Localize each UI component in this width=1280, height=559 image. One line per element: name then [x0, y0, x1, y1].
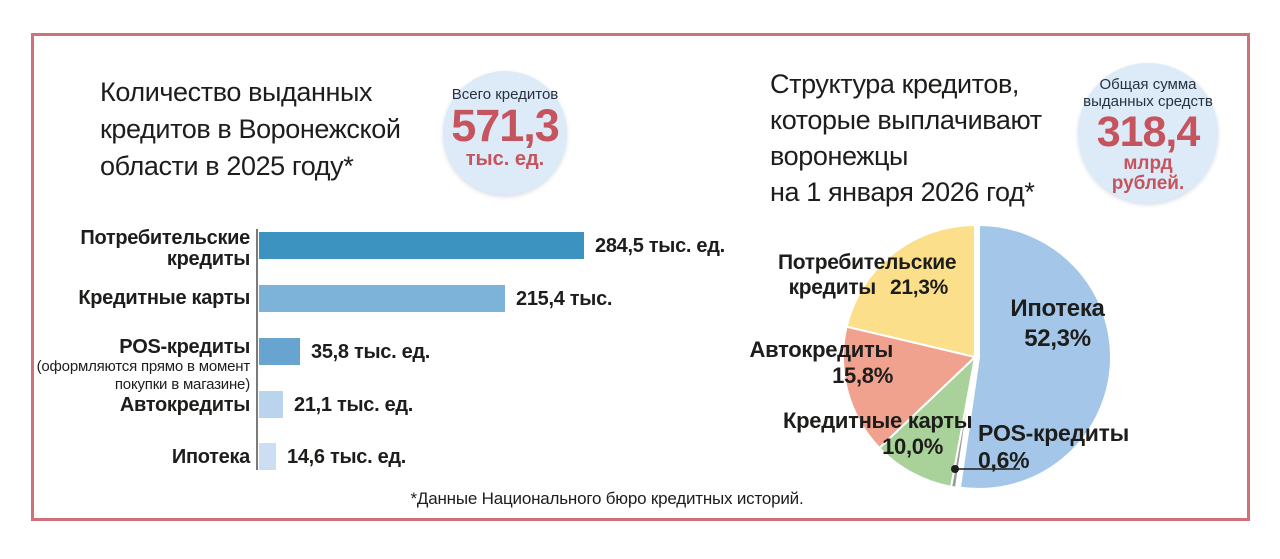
right-title-line: воронежцы [770, 141, 909, 171]
left-chart-title: Количество выданных кредитов в Воронежск… [100, 74, 401, 185]
bar-category-pos-loans: POS-кредиты (оформляются прямо в момент … [0, 336, 251, 394]
bar-value-auto-loans: 21,1 тыс. ед. [294, 394, 414, 416]
bar-value-consumer-loans: 284,5 тыс. ед. [595, 235, 725, 257]
bar-category-credit-cards: Кредитные карты [0, 288, 250, 309]
pie-label-pct: 52,3% [1024, 325, 1091, 352]
pie-label-pct: 10,0% [882, 434, 943, 459]
pie-label-name: POS-кредиты [978, 420, 1129, 446]
pie-label-name: Ипотека [1010, 295, 1105, 322]
pie-label-consumer-loans: Потребительские кредиты 21,3% [778, 250, 957, 300]
bar-category-line: Автокредиты [119, 394, 250, 416]
bar-value-mortgage: 14,6 тыс. ед. [287, 446, 407, 468]
badge-label: Всего кредитов [451, 86, 559, 103]
bar-category-subline: (оформляются прямо в момент [36, 358, 251, 375]
bar-value-credit-cards: 215,4 тыс. [516, 288, 613, 310]
bar-category-line: POS-кредиты [119, 336, 250, 358]
pie-label-name: Кредитные карты [783, 408, 973, 433]
bar-category-mortgage: Ипотека [0, 447, 250, 468]
pie-chart [842, 223, 1113, 490]
badge-label-line: Общая сумма [1099, 76, 1197, 93]
pie-slice-0 [958, 223, 1113, 490]
badge-value: 318,4 [1096, 108, 1201, 156]
left-title-line: области в 2025 году* [100, 151, 354, 181]
right-title-line: на 1 января 2026 год* [770, 177, 1035, 207]
badge-value: 571,3 [451, 100, 560, 151]
pos-leader-dot [951, 465, 959, 473]
pie-label-name-part: кредиты [788, 276, 877, 299]
left-title-line: Количество выданных [100, 77, 373, 107]
bar-consumer-loans [259, 232, 584, 259]
pie-label-name: Автокредиты [749, 337, 894, 362]
pie-slice-3 [842, 325, 978, 450]
footer-source-note: *Данные Национального бюро кредитных ист… [410, 489, 804, 508]
bar-value-pos-loans: 35,8 тыс. ед. [311, 341, 431, 363]
pie-label-pct: 21,3% [889, 276, 948, 299]
bar-credit-cards [259, 285, 505, 312]
badge-unit: тыс. ед. [465, 148, 545, 170]
bar-category-consumer-loans: Потребительские кредиты [0, 228, 250, 270]
right-title-line: Структура кредитов, [770, 69, 1020, 99]
bar-mortgage [259, 443, 276, 470]
total-sum-badge: Общая сумма выданных средств 318,4 млрд … [1078, 63, 1218, 203]
bar-category-subline: покупки в магазине) [114, 376, 250, 393]
pie-slice-2 [877, 354, 977, 488]
bar-category-line: кредиты [166, 248, 250, 270]
bar-chart-axis [256, 229, 258, 470]
bar-category-auto-loans: Автокредиты [0, 395, 250, 416]
bar-pos-loans [259, 338, 300, 365]
bar-category-line: Потребительские [80, 227, 250, 249]
bar-category-line: Кредитные карты [78, 287, 250, 309]
bar-category-line: Ипотека [171, 446, 250, 468]
right-title-line: которые выплачивают [770, 105, 1042, 135]
pie-label-pct: 0,6% [978, 447, 1030, 473]
badge-unit-line: млрд [1123, 153, 1173, 174]
badge-unit-line: рублей. [1111, 173, 1185, 194]
pie-label-mortgage: Ипотека 52,3% [995, 294, 1120, 354]
bar-auto-loans [259, 391, 283, 418]
pie-label-auto-loans: Автокредиты 15,8% [733, 337, 894, 389]
pie-label-credit-cards: Кредитные карты 10,0% [783, 408, 973, 460]
pie-label-pos-loans: POS-кредиты 0,6% [978, 420, 1129, 474]
badge-label: Общая сумма выданных средств [1078, 76, 1218, 110]
badge-unit: млрд рублей. [1078, 154, 1218, 194]
right-chart-title: Структура кредитов, которые выплачивают … [770, 66, 1042, 210]
badge-label-line: выданных средств [1083, 93, 1213, 110]
pie-label-name: кредиты 21,3% [778, 275, 949, 300]
total-loans-badge: Всего кредитов 571,3 тыс. ед. [443, 71, 567, 195]
left-title-line: кредитов в Воронежской [100, 114, 401, 144]
pie-slice-4 [845, 223, 976, 359]
pie-label-pct: 15,8% [832, 363, 893, 388]
pie-label-name: Потребительские [778, 251, 957, 274]
